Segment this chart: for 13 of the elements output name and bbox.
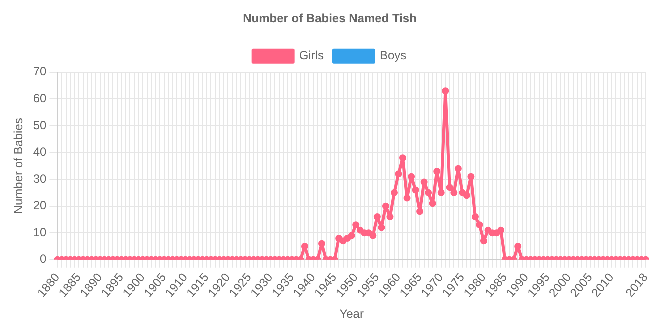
y-tick-label: 20 (33, 198, 48, 213)
y-tick-label: 70 (33, 64, 48, 79)
y-tick-label: 30 (33, 172, 48, 186)
y-tick-label: 40 (33, 145, 48, 160)
y-axis-title: Number of Babies (12, 118, 26, 214)
x-axis-title: Year (340, 307, 364, 322)
legend-label: Girls (299, 48, 324, 63)
y-tick-label: 0 (40, 252, 48, 266)
legend-label: Boys (380, 48, 407, 63)
y-tick-label: 60 (33, 91, 48, 106)
y-tick-label: 10 (33, 225, 48, 240)
y-tick-label: 50 (33, 118, 48, 132)
chart-title: Number of Babies Named Tish (243, 12, 417, 26)
